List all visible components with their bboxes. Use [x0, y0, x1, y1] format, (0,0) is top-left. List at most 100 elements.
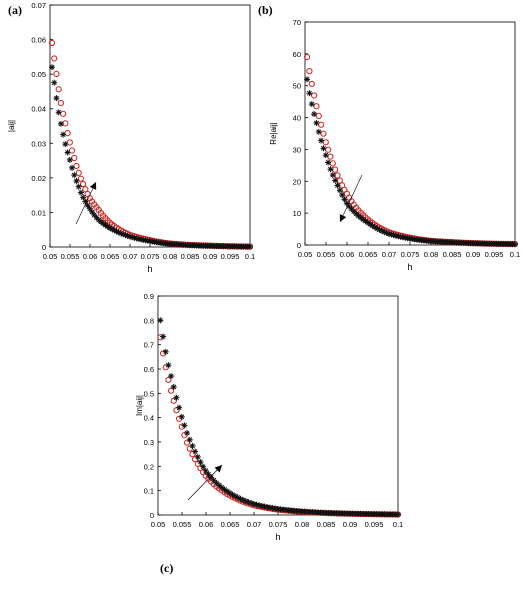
y-tick-label: 0.01 [31, 208, 46, 217]
y-axis-label: |aij| [7, 120, 16, 132]
y-tick-label: 0.8 [144, 316, 154, 325]
y-tick-label: 0.04 [31, 105, 46, 114]
series-star [49, 64, 253, 250]
data-point-star [51, 79, 58, 86]
data-point-circle [48, 39, 56, 47]
x-tick-label: 0.095 [221, 252, 240, 261]
y-tick-label: 0 [150, 511, 154, 520]
x-tick-label: 0.07 [123, 252, 138, 261]
x-tick-label: 0.1 [510, 250, 520, 259]
data-point-star [162, 348, 169, 355]
data-point-star [53, 95, 60, 102]
x-tick-label: 0.05 [43, 252, 58, 261]
x-tick-label: 0.09 [343, 520, 358, 529]
data-point-star [311, 111, 318, 118]
chart-panel-2: (c) 0.05 0.055 0.06 0.065 0.07 0.075 0.08 0.085 0… [135, 292, 403, 575]
data-point-star [304, 76, 311, 83]
x-tick-label: 0.07 [247, 520, 262, 529]
x-tick-label: 0.065 [221, 520, 240, 529]
data-point-star [315, 128, 322, 135]
data-point-star [334, 182, 341, 189]
y-tick-label: 50 [293, 82, 301, 91]
data-point-star [157, 317, 164, 324]
x-tick-label: 0.065 [359, 250, 378, 259]
x-tick-label: 0.095 [485, 250, 504, 259]
data-point-star [341, 196, 348, 203]
data-point-star [62, 141, 69, 148]
y-tick-label: 0.4 [144, 414, 154, 423]
chart-panel-1: (b) 0.05 0.055 0.06 0.065 0.07 0.075 0.08 0.085 0… [258, 3, 520, 272]
x-tick-label: 0.085 [181, 252, 200, 261]
x-tick-label: 0.08 [295, 520, 310, 529]
series-star [157, 317, 401, 518]
y-tick-label: 10 [293, 209, 301, 218]
data-point-star [84, 202, 91, 209]
data-point-star [55, 109, 62, 116]
series-circle [48, 39, 254, 250]
data-point-star [210, 477, 217, 484]
y-tick-label: 0.5 [144, 389, 154, 398]
x-tick-label: 0.065 [101, 252, 120, 261]
data-point-star [77, 189, 84, 196]
data-point-star [75, 183, 82, 190]
data-point-star [60, 131, 67, 138]
data-point-star [327, 166, 334, 173]
data-point-circle [51, 55, 58, 62]
data-point-star [189, 442, 196, 449]
data-point-star [168, 373, 175, 380]
y-tick-label: 0.07 [31, 1, 46, 10]
data-point-star [176, 404, 183, 411]
trend-arrow [75, 181, 97, 225]
y-tick-label: 0.2 [144, 462, 154, 471]
arrow-shaft [339, 174, 363, 223]
data-point-circle [308, 80, 315, 87]
data-point-star [186, 436, 193, 443]
data-point-star [64, 149, 71, 156]
data-point-star [320, 145, 327, 152]
arrow-head [214, 465, 222, 473]
data-point-star [325, 159, 332, 166]
series-circle [157, 334, 402, 518]
x-tick-label: 0.09 [466, 250, 481, 259]
data-point-circle [55, 86, 62, 93]
data-point-star [57, 120, 64, 127]
data-point-circle [80, 181, 87, 188]
trend-arrow [187, 464, 223, 501]
arrow-head [339, 214, 347, 222]
x-tick-label: 0.06 [199, 520, 214, 529]
data-point-circle [167, 387, 175, 394]
x-tick-label: 0.1 [393, 520, 403, 529]
y-tick-label: 0.3 [144, 438, 154, 447]
data-point-star [165, 362, 172, 369]
data-point-star [247, 243, 253, 250]
data-point-star [200, 463, 207, 470]
x-tick-label: 0.055 [61, 252, 80, 261]
data-point-star [73, 177, 80, 184]
data-point-circle [77, 175, 85, 182]
plot-frame [49, 4, 251, 248]
data-point-circle [311, 92, 318, 99]
data-point-star [160, 333, 167, 340]
x-tick-label: 0.06 [340, 250, 355, 259]
data-point-star [512, 241, 518, 248]
data-point-star [80, 194, 87, 201]
trend-arrow [339, 174, 363, 223]
plot-frame [304, 21, 516, 246]
data-point-star [173, 394, 180, 401]
y-tick-label: 0 [297, 241, 301, 250]
data-point-circle [57, 99, 64, 107]
y-tick-label: 0.02 [31, 174, 46, 183]
x-tick-label: 0.08 [163, 252, 178, 261]
data-point-star [339, 192, 346, 199]
data-point-circle [165, 376, 172, 383]
data-point-star [202, 467, 209, 474]
x-axis-label: h [407, 262, 412, 272]
x-tick-label: 0.055 [173, 520, 192, 529]
x-tick-label: 0.06 [83, 252, 98, 261]
data-point-star [194, 453, 201, 460]
y-tick-label: 0.06 [31, 36, 46, 45]
data-point-star [181, 422, 188, 429]
y-tick-label: 40 [293, 114, 301, 123]
arrow-head [89, 182, 97, 190]
